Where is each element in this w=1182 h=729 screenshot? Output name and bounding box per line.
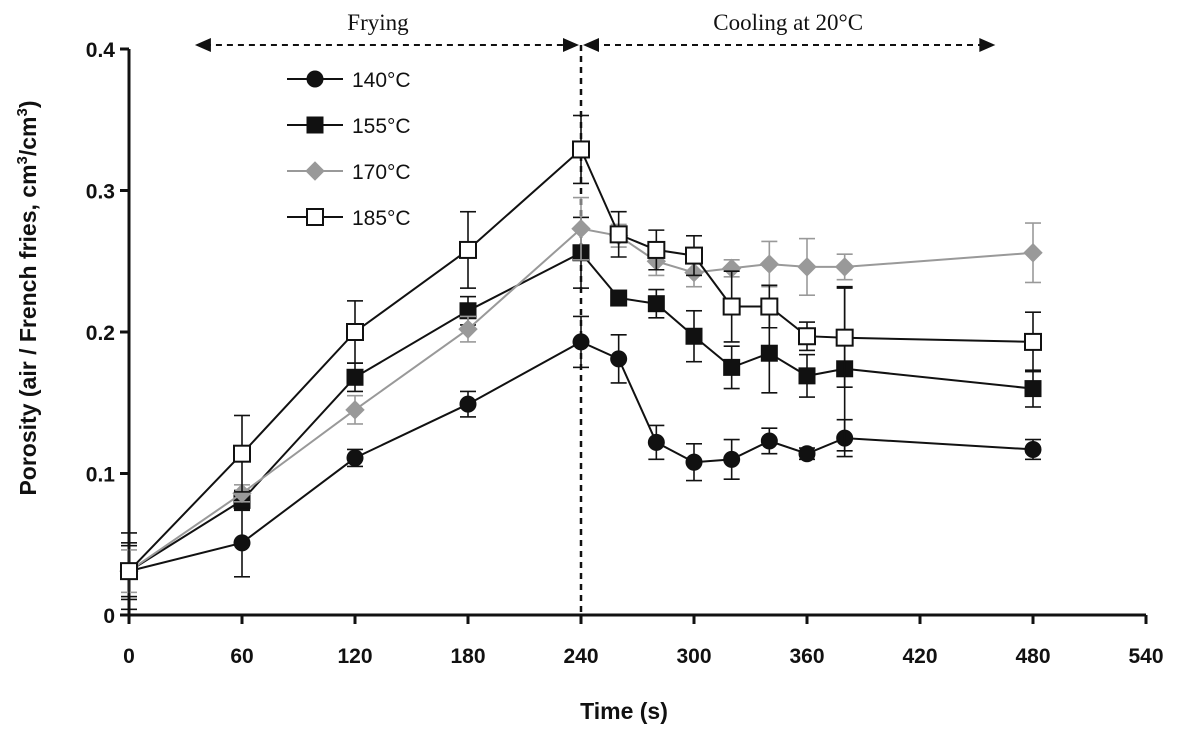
- legend-label: 140°C: [352, 69, 411, 92]
- legend-label: 185°C: [352, 207, 411, 230]
- frying-arrow-head-left: [194, 38, 211, 52]
- markers-4: [120, 140, 1042, 581]
- series-4: [120, 114, 1042, 611]
- data-point: [458, 319, 478, 339]
- markers-1: [120, 333, 1042, 580]
- legend-item-3: 170°C: [287, 161, 411, 184]
- data-point: [572, 333, 590, 351]
- y-axis-title: Porosity (air / French fries, cm3/cm3): [14, 100, 41, 495]
- x-tick-label: 0: [123, 645, 135, 668]
- data-point: [722, 297, 741, 316]
- data-point: [798, 327, 816, 346]
- data-point: [345, 400, 365, 420]
- data-point: [685, 246, 703, 265]
- x-tick-label: 300: [676, 645, 711, 668]
- y-axis-title-sup1: 3: [14, 156, 31, 164]
- y-axis-title-main: Porosity (air / French fries, cm: [15, 164, 41, 495]
- data-point: [233, 444, 251, 463]
- legend: 140°C 155°C 170°C 185°C: [287, 69, 411, 230]
- data-point: [723, 450, 741, 468]
- data-point: [647, 433, 665, 451]
- y-tick-label: 0.3: [86, 181, 115, 204]
- data-point: [572, 140, 590, 159]
- x-tick-label: 360: [789, 645, 824, 668]
- cooling-arrow: [583, 38, 996, 52]
- data-point: [610, 289, 628, 307]
- legend-label: 155°C: [352, 115, 411, 138]
- legend-marker: [306, 70, 324, 88]
- x-tick-label: 540: [1128, 645, 1163, 668]
- cooling-arrow-head-left: [583, 38, 599, 52]
- series-layer: [119, 114, 1043, 611]
- legend-label: 170°C: [352, 161, 411, 184]
- y-axis-title-end: ): [15, 100, 41, 108]
- data-point: [835, 328, 854, 347]
- data-point: [346, 449, 364, 467]
- series-2: [120, 216, 1042, 598]
- legend-marker: [306, 208, 324, 226]
- x-axis-title: Time (s): [580, 698, 668, 724]
- axes: 0 0.1 0.2 0.3 0.4 0 60 120 180 240 300 360 420 480 540: [86, 39, 1164, 668]
- x-tick-label: 420: [902, 645, 937, 668]
- data-point: [1024, 332, 1042, 351]
- data-point: [459, 240, 477, 259]
- data-point: [685, 453, 703, 471]
- data-point: [459, 395, 477, 413]
- cooling-label: Cooling at 20°C: [713, 10, 863, 35]
- y-axis-title-mid: /cm: [15, 116, 41, 156]
- data-point: [1023, 243, 1043, 263]
- data-point: [760, 432, 778, 450]
- data-point: [759, 254, 780, 274]
- frying-arrow: [194, 38, 579, 52]
- legend-marker: [306, 116, 324, 134]
- y-tick-label: 0.4: [86, 39, 116, 62]
- data-point: [346, 323, 364, 341]
- data-point: [834, 257, 855, 277]
- data-point: [1024, 440, 1042, 458]
- data-point: [798, 367, 816, 385]
- data-point: [760, 297, 779, 316]
- data-point: [346, 368, 364, 386]
- data-point: [797, 257, 817, 277]
- frying-arrow-head-right: [563, 38, 579, 52]
- markers-2: [120, 244, 1042, 580]
- x-tick-label: 120: [337, 645, 372, 668]
- cooling-arrow-head-right: [979, 38, 996, 52]
- y-tick-label: 0: [103, 605, 115, 628]
- data-point: [647, 295, 665, 313]
- y-axis-title-sup2: 3: [14, 108, 31, 116]
- phase-annotations: Frying Cooling at 20°C: [194, 10, 996, 615]
- data-point: [647, 240, 666, 259]
- legend-marker: [305, 161, 325, 181]
- frying-label: Frying: [347, 10, 409, 35]
- legend-item-1: 140°C: [287, 69, 411, 92]
- data-point: [610, 350, 628, 368]
- x-tick-label: 60: [230, 645, 253, 668]
- legend-item-4: 185°C: [287, 207, 411, 230]
- data-point: [233, 534, 251, 552]
- y-tick-label: 0.2: [86, 322, 115, 345]
- data-point: [723, 358, 741, 376]
- data-point: [571, 218, 591, 239]
- y-tick-label: 0.1: [86, 464, 116, 487]
- x-tick-label: 180: [450, 645, 485, 668]
- legend-item-2: 155°C: [287, 115, 411, 138]
- data-point: [685, 327, 703, 345]
- data-point: [232, 483, 252, 504]
- x-tick-label: 480: [1015, 645, 1050, 668]
- data-point: [1024, 380, 1042, 398]
- data-point: [760, 344, 778, 362]
- x-tick-label: 240: [563, 645, 598, 668]
- data-point: [609, 225, 628, 244]
- data-point: [120, 562, 138, 581]
- data-point: [798, 445, 816, 463]
- error-bars-2: [121, 216, 1041, 598]
